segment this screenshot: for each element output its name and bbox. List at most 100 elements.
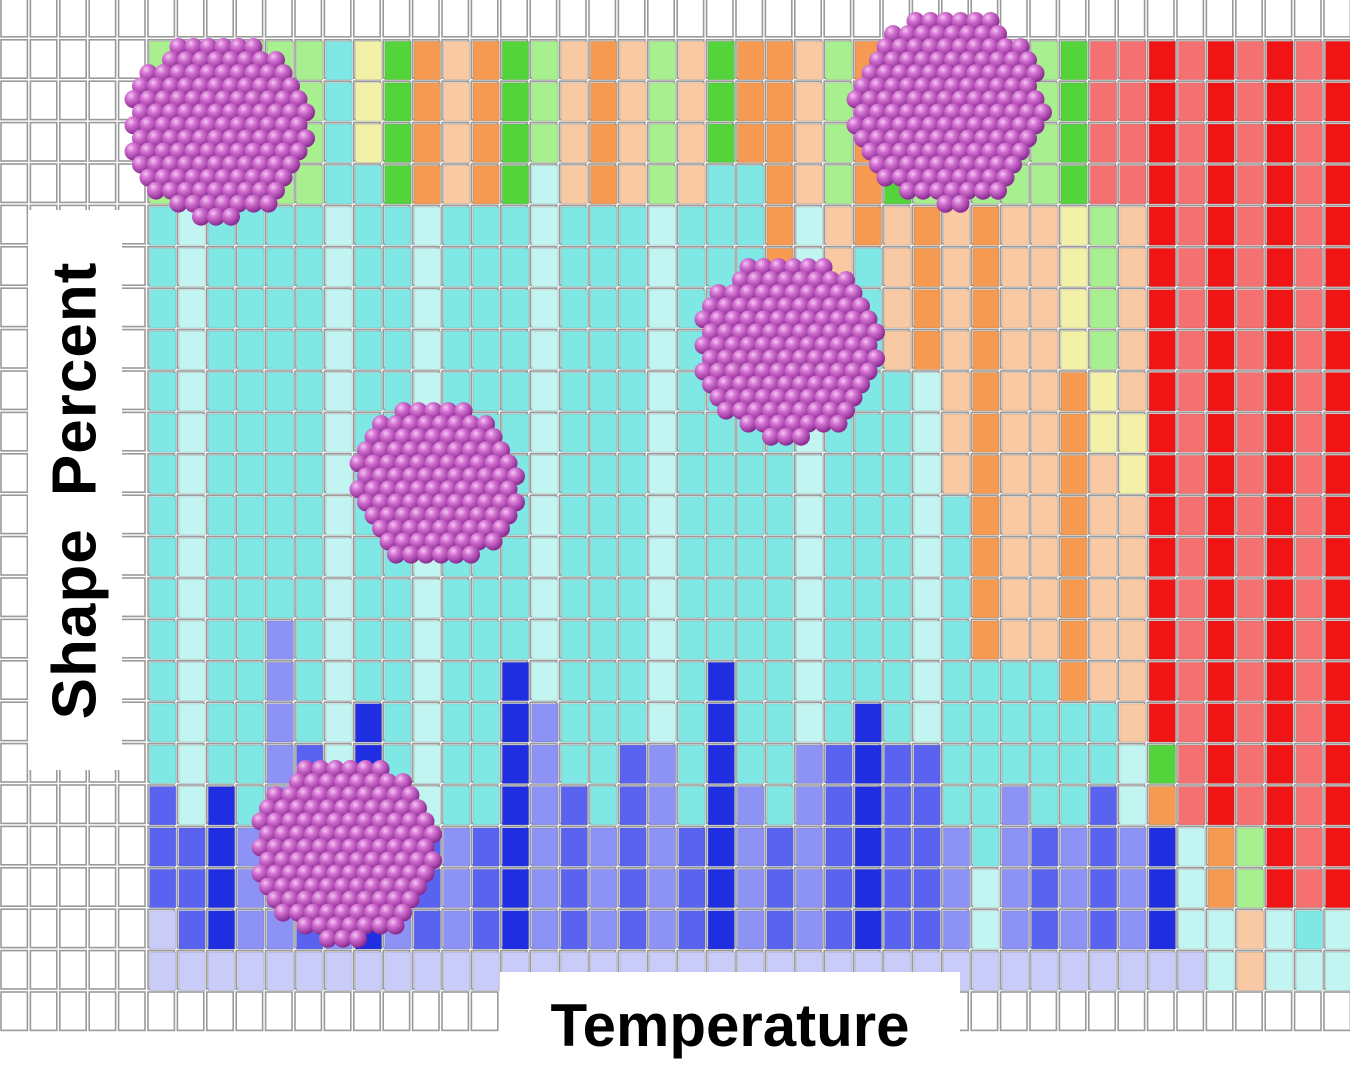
heatmap-cell-blue_pale	[972, 951, 1000, 991]
grid-cell	[176, 0, 205, 38]
heatmap-cell-cyan	[678, 206, 706, 246]
heatmap-cell-cyan	[854, 579, 882, 619]
atom	[319, 903, 337, 922]
atom	[387, 493, 405, 512]
atom	[371, 760, 390, 778]
heatmap-cell-red_pale	[1236, 289, 1265, 329]
heatmap-cell-blue_light	[443, 827, 471, 867]
heatmap-cell-red	[1325, 579, 1350, 619]
heatmap-cell-blue_mid	[884, 868, 912, 909]
atom	[829, 388, 848, 407]
heatmap-cell-cyan	[854, 454, 882, 495]
atom	[469, 480, 488, 499]
atom	[936, 90, 955, 109]
atom	[394, 851, 412, 870]
atom	[304, 851, 322, 870]
heatmap-cell-blue_mid	[1031, 868, 1059, 909]
heatmap-cell-cyan	[590, 372, 618, 412]
atom	[929, 25, 947, 44]
atom	[139, 168, 158, 187]
atom	[966, 38, 985, 57]
grid-cell	[499, 0, 528, 38]
heatmap-cell-cyan_pale	[413, 744, 442, 784]
heatmap-cell-orange_pale	[560, 165, 588, 205]
atom	[996, 168, 1015, 187]
heatmap-cell-blue_dark	[854, 827, 882, 867]
atom	[147, 103, 165, 122]
heatmap-cell-cyan_pale	[325, 206, 353, 246]
atom	[717, 375, 735, 394]
heatmap-cell-cyan	[472, 289, 500, 329]
heatmap-cell-blue_dark	[501, 868, 530, 909]
heatmap-cell-orange_pale	[825, 206, 853, 246]
grid-cell	[441, 991, 470, 1032]
heatmap-cell-blue_dark	[207, 868, 236, 909]
heatmap-cell-cyan	[619, 579, 647, 619]
atom	[349, 903, 367, 922]
heatmap-cell-orange	[1207, 827, 1235, 867]
atom	[936, 64, 955, 83]
atom	[192, 103, 210, 122]
atom	[394, 799, 412, 818]
heatmap-cell-orange	[1060, 579, 1088, 619]
heatmap-cell-cyan	[825, 661, 853, 702]
atom	[859, 336, 878, 355]
heatmap-cell-red	[1207, 620, 1235, 660]
heatmap-cell-red	[1148, 413, 1176, 453]
heatmap-cell-cyan	[766, 703, 794, 743]
atom	[822, 401, 840, 420]
atom	[364, 877, 382, 896]
atom	[769, 284, 788, 303]
atom	[974, 129, 992, 148]
heatmap-cell-red	[1325, 247, 1350, 288]
heatmap-cell-cyan_pale	[913, 454, 941, 495]
atom	[492, 441, 510, 460]
atom	[304, 773, 322, 792]
atom	[462, 441, 480, 460]
heatmap-cell-cyan	[472, 247, 500, 288]
heatmap-cell-cyan	[472, 744, 500, 784]
heatmap-cell-red	[1207, 454, 1235, 495]
heatmap-cell-orange_pale	[1031, 454, 1059, 495]
atom	[281, 838, 300, 857]
heatmap-cell-red_pale	[1178, 413, 1206, 453]
atom	[921, 90, 940, 109]
atom	[416, 864, 435, 883]
atom	[326, 838, 345, 857]
heatmap-cell-red_pale	[1178, 537, 1206, 577]
heatmap-cell-cyan	[384, 289, 412, 329]
atom	[244, 116, 263, 135]
heatmap-cell-cyan_pale	[795, 579, 824, 619]
grid-cell	[117, 0, 146, 38]
atom	[852, 297, 870, 316]
atom	[906, 64, 925, 83]
heatmap-cell-cyan	[737, 579, 765, 619]
atom	[364, 506, 383, 525]
atom	[769, 258, 788, 277]
heatmap-cell-red_pale	[1236, 165, 1265, 205]
heatmap-cell-blue_mid	[413, 910, 442, 950]
heatmap-cell-cyan	[560, 206, 588, 246]
atom	[326, 864, 345, 883]
heatmap-cell-red	[1325, 537, 1350, 577]
grid-cell	[206, 991, 235, 1032]
heatmap-cell-cyan	[619, 372, 647, 412]
heatmap-cell-red	[1266, 786, 1294, 826]
heatmap-cell-blue_mid	[913, 744, 941, 784]
atom	[326, 760, 345, 778]
heatmap-cell-red_pale	[1236, 82, 1265, 122]
heatmap-cell-blue_light	[1060, 868, 1088, 909]
heatmap-cell-orange_pale	[795, 82, 824, 122]
atom	[401, 786, 420, 805]
heatmap-cell-green_pale	[1031, 165, 1059, 205]
atom	[499, 480, 518, 499]
heatmap-cell-yellow_pale	[1060, 289, 1088, 329]
heatmap-cell-blue_light	[737, 910, 765, 950]
heatmap-cell-blue_pale	[296, 951, 324, 991]
atom	[289, 851, 307, 870]
heatmap-cell-cyan_pale	[413, 579, 442, 619]
atom	[1011, 38, 1030, 57]
heatmap-cell-cyan	[149, 579, 177, 619]
heatmap-cell-blue_mid	[619, 868, 647, 909]
atom	[709, 362, 728, 381]
